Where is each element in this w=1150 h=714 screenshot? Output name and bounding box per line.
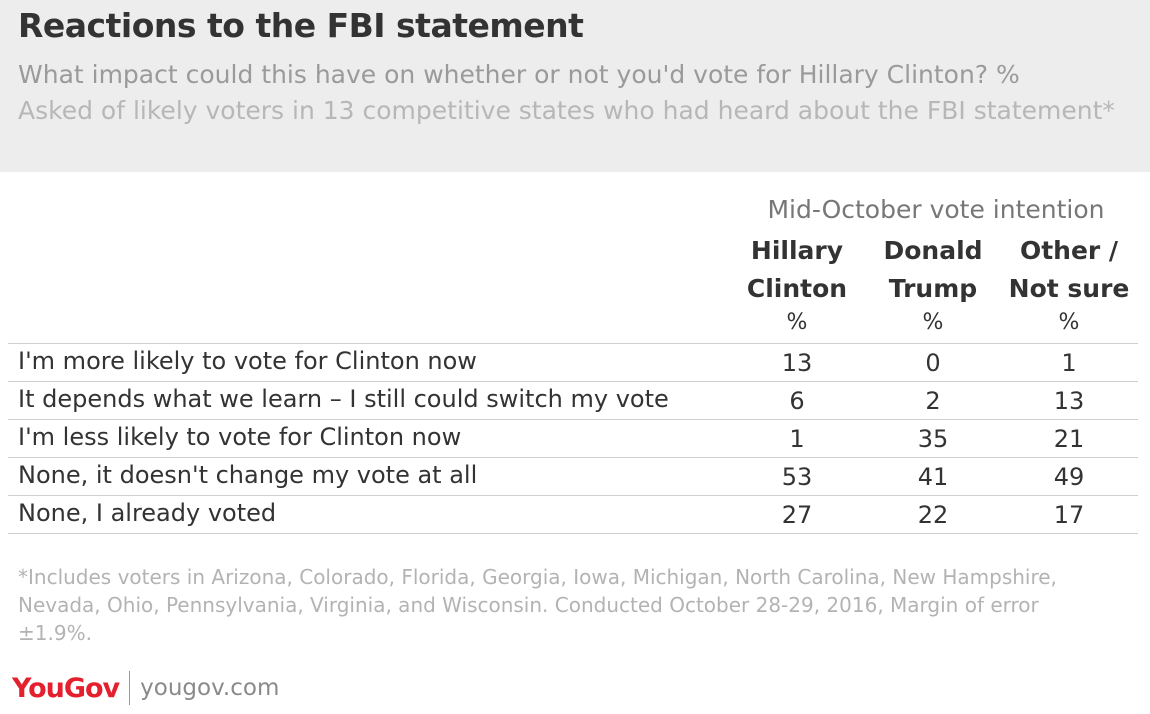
row-label: None, I already voted — [18, 499, 277, 527]
cell-other: 13 — [1053, 387, 1085, 415]
header-panel: Reactions to the FBI statement What impa… — [0, 0, 1150, 172]
column-header-line2: Trump — [888, 274, 978, 303]
cell-trump: 41 — [917, 463, 949, 491]
yougov-logo: YouGov — [12, 672, 120, 704]
cell-other: 1 — [1061, 349, 1077, 377]
cell-trump: 2 — [925, 387, 941, 415]
table-top-rule — [8, 343, 1138, 344]
cell-trump: 35 — [917, 425, 949, 453]
cell-trump: 0 — [925, 349, 941, 377]
column-header-line1: Hillary — [750, 236, 844, 265]
column-header-other: Other / Not sure — [1001, 232, 1137, 308]
brand-footer: YouGov yougov.com — [12, 670, 279, 706]
footnote: *Includes voters in Arizona, Colorado, F… — [18, 565, 1057, 645]
column-header-line2: Clinton — [746, 274, 848, 303]
chart-note: Asked of likely voters in 13 competitive… — [18, 96, 1115, 125]
table-row: I'm more likely to vote for Clinton now … — [8, 344, 1138, 382]
column-unit-clinton: % — [786, 310, 808, 335]
cell-other: 17 — [1053, 501, 1085, 529]
row-label: It depends what we learn – I still could… — [18, 385, 669, 413]
cell-clinton: 27 — [781, 501, 813, 529]
brand-divider — [129, 671, 131, 705]
row-label: I'm less likely to vote for Clinton now — [18, 423, 462, 451]
column-unit-other: % — [1058, 310, 1080, 335]
row-label: None, it doesn't change my vote at all — [18, 461, 478, 489]
cell-trump: 22 — [917, 501, 949, 529]
chart-subtitle: What impact could this have on whether o… — [18, 60, 1020, 89]
column-header-trump: Donald Trump — [865, 232, 1001, 308]
table-row: It depends what we learn – I still could… — [8, 382, 1138, 420]
cell-clinton: 13 — [781, 349, 813, 377]
table-row: I'm less likely to vote for Clinton now … — [8, 420, 1138, 458]
column-header-line2: Not sure — [1008, 274, 1130, 303]
brand-url: yougov.com — [140, 675, 280, 701]
row-label: I'm more likely to vote for Clinton now — [18, 347, 477, 375]
cell-other: 49 — [1053, 463, 1085, 491]
column-header-line1: Donald — [883, 236, 983, 265]
column-header-line1: Other / — [1019, 236, 1119, 265]
table-row: None, I already voted 27 22 17 — [8, 496, 1138, 534]
cell-clinton: 6 — [789, 387, 805, 415]
table-row: None, it doesn't change my vote at all 5… — [8, 458, 1138, 496]
cell-other: 21 — [1053, 425, 1085, 453]
column-header-clinton: Hillary Clinton — [729, 232, 865, 308]
chart-title: Reactions to the FBI statement — [18, 6, 584, 45]
cell-clinton: 1 — [789, 425, 805, 453]
column-group-label: Mid-October vote intention — [767, 195, 1105, 224]
cell-clinton: 53 — [781, 463, 813, 491]
column-unit-trump: % — [922, 310, 944, 335]
